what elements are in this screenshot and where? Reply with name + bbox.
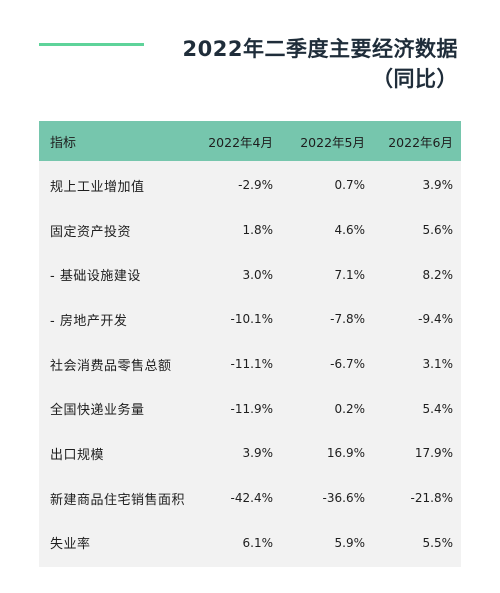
table-row: 出口规模 3.9% 16.9% 17.9% <box>39 431 461 476</box>
row-value-cell: 8.2% <box>422 267 454 282</box>
table-row: 固定资产投资 1.8% 4.6% 5.6% <box>39 208 461 253</box>
header-june: 2022年6月 <box>388 134 453 150</box>
table-row: 新建商品住宅销售面积 -42.4% -36.6% -21.8% <box>39 476 461 521</box>
row-value-cell: -36.6% <box>322 491 365 506</box>
row-value-cell: -42.4% <box>230 491 273 506</box>
row-value-cell: 0.2% <box>334 401 366 416</box>
row-value-cell: 3.9% <box>422 178 454 193</box>
row-indicator-label: 社会消费品零售总额 <box>50 358 172 374</box>
row-value-cell: -21.8% <box>410 491 453 506</box>
row-value-cell: -10.1% <box>230 312 273 327</box>
table-row: - 房地产开发 -10.1% -7.8% -9.4% <box>39 297 461 342</box>
row-indicator-label: - 房地产开发 <box>50 313 128 329</box>
row-value-cell: 3.9% <box>242 446 274 461</box>
row-value-cell: 4.6% <box>334 223 366 238</box>
row-indicator-label: 全国快递业务量 <box>50 403 145 419</box>
header-april: 2022年4月 <box>208 134 273 150</box>
row-value-cell: 5.6% <box>422 223 454 238</box>
row-indicator-label: 固定资产投资 <box>50 224 132 240</box>
row-value-cell: 5.4% <box>422 401 454 416</box>
row-value-cell: 17.9% <box>414 446 453 461</box>
row-indicator-label: 出口规模 <box>50 447 105 463</box>
row-indicator-label: 失业率 <box>50 537 91 553</box>
table-row: 全国快递业务量 -11.9% 0.2% 5.4% <box>39 386 461 431</box>
row-value-cell: -11.9% <box>230 401 273 416</box>
table-row: - 基础设施建设 3.0% 7.1% 8.2% <box>39 252 461 297</box>
row-value-cell: 7.1% <box>334 267 366 282</box>
row-value-cell: -11.1% <box>230 357 273 372</box>
accent-line <box>39 43 144 46</box>
row-value-cell: -7.8% <box>330 312 365 327</box>
row-value-cell: 1.8% <box>242 223 274 238</box>
table-body: 规上工业增加值 -2.9% 0.7% 3.9% 固定资产投资 1.8% 4.6% 5.6% - … <box>39 163 461 565</box>
row-value-cell: 3.1% <box>422 357 454 372</box>
page-title: 2022年二季度主要经济数据 （同比） <box>183 34 458 94</box>
row-indicator-label: - 基础设施建设 <box>50 269 141 285</box>
row-value-cell: 3.0% <box>242 267 274 282</box>
title-line-2: （同比） <box>372 67 458 91</box>
row-value-cell: 0.7% <box>334 178 366 193</box>
row-value-cell: -2.9% <box>238 178 273 193</box>
table-row: 失业率 6.1% 5.9% 5.5% <box>39 521 461 566</box>
row-value-cell: 6.1% <box>242 535 274 550</box>
row-indicator-label: 规上工业增加值 <box>50 179 145 195</box>
row-indicator-label: 新建商品住宅销售面积 <box>50 492 186 508</box>
row-value-cell: -6.7% <box>330 357 365 372</box>
economic-data-table: 指标 2022年4月 2022年5月 2022年6月 规上工业增加值 -2.9% 0… <box>39 121 461 567</box>
row-value-cell: 16.9% <box>326 446 365 461</box>
table-row: 社会消费品零售总额 -11.1% -6.7% 3.1% <box>39 342 461 387</box>
title-line-1: 2022年二季度主要经济数据 <box>182 37 458 61</box>
header-indicator: 指标 <box>50 135 77 151</box>
row-value-cell: 5.9% <box>334 535 366 550</box>
table-header-row: 指标 2022年4月 2022年5月 2022年6月 <box>39 121 461 161</box>
row-value-cell: -9.4% <box>418 312 453 327</box>
row-value-cell: 5.5% <box>422 535 454 550</box>
table-row: 规上工业增加值 -2.9% 0.7% 3.9% <box>39 163 461 208</box>
header-may: 2022年5月 <box>300 134 365 150</box>
